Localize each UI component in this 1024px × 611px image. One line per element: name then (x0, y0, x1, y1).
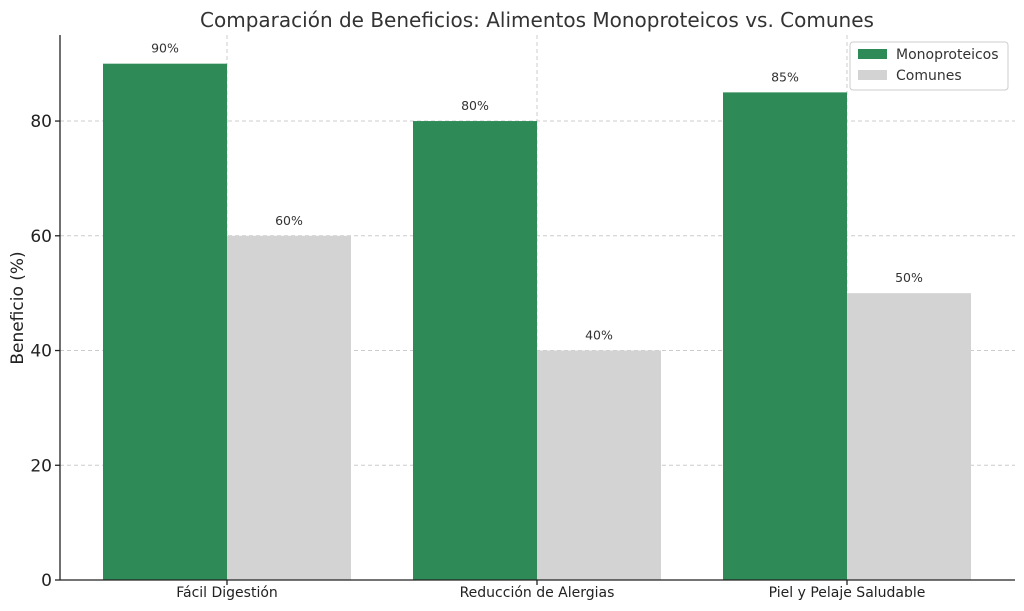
legend-label-comunes: Comunes (896, 68, 962, 84)
legend: Monoproteicos Comunes (849, 41, 1009, 91)
chart-title: Comparación de Beneficios: Alimentos Mon… (200, 8, 874, 32)
data-label-comunes-1: 40% (585, 328, 613, 343)
legend-swatch-comunes (858, 70, 887, 80)
legend-swatch-monoproteicos (858, 49, 887, 59)
bar-comunes-2 (847, 293, 971, 580)
bar-comunes-1 (537, 350, 661, 580)
y-tick-label-4: 80 (30, 112, 52, 132)
bar-monoproteicos-1 (413, 121, 537, 580)
data-label-monoproteicos-1: 80% (461, 98, 489, 113)
x-tick-label-2: Piel y Pelaje Saludable (769, 585, 926, 601)
data-label-comunes-2: 50% (895, 270, 923, 285)
bar-monoproteicos-0 (103, 63, 227, 581)
data-label-monoproteicos-0: 90% (151, 41, 179, 56)
bar-monoproteicos-2 (723, 92, 847, 581)
data-label-comunes-0: 60% (275, 213, 303, 228)
legend-box (849, 41, 1009, 91)
tick-labels: 0 20 40 60 80 Fácil Digestión Reducción de Ale… (30, 112, 925, 601)
y-tick-label-0: 0 (41, 571, 52, 591)
y-axis-label: Beneficio (%) (8, 251, 28, 364)
data-labels: 90% 80% 85% 60% 40% 50% (151, 41, 923, 343)
bar-comunes-0 (227, 235, 351, 580)
y-tick-label-2: 40 (30, 342, 52, 362)
x-tick-label-1: Reducción de Alergias (460, 585, 615, 601)
data-label-monoproteicos-2: 85% (771, 69, 799, 84)
y-tick-label-3: 60 (30, 227, 52, 247)
legend-label-monoproteicos: Monoproteicos (896, 47, 999, 63)
y-tick-label-1: 20 (30, 456, 52, 476)
x-tick-label-0: Fácil Digestión (176, 585, 278, 601)
bars (103, 63, 971, 581)
